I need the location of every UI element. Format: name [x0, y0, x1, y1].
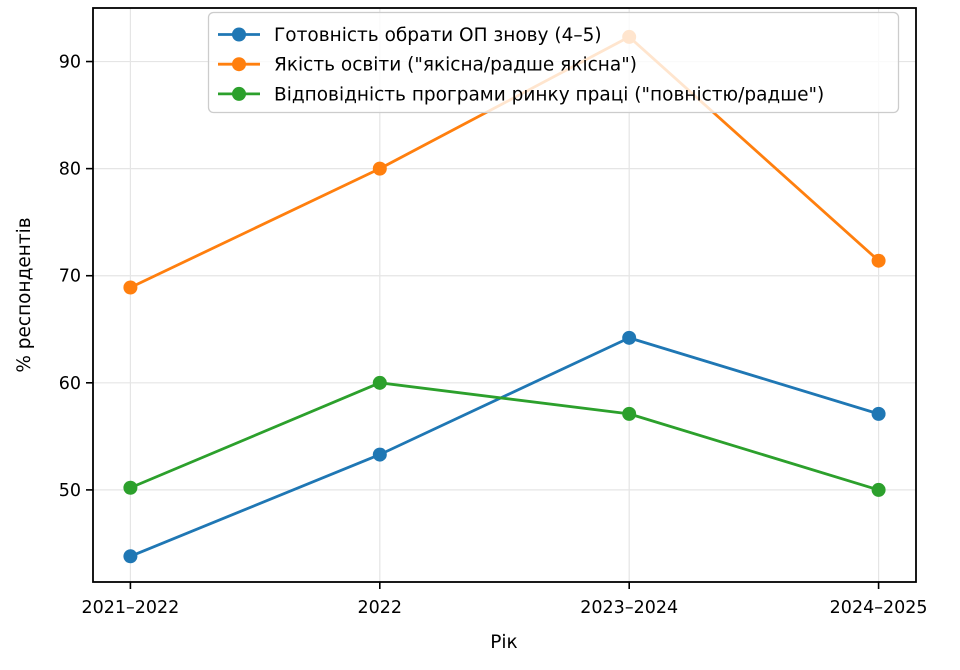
- y-tick-label: 90: [59, 53, 81, 73]
- data-point-marker: [372, 161, 387, 176]
- legend-marker-icon: [232, 27, 246, 42]
- data-point-marker: [871, 406, 886, 421]
- data-point-marker: [123, 549, 138, 564]
- y-tick-label: 50: [59, 481, 81, 501]
- legend-marker-icon: [232, 57, 246, 72]
- series-line-0: [129, 336, 880, 558]
- legend-label: Якість освіти ("якісна/радше якісна"): [274, 55, 637, 76]
- legend-box: [207, 11, 900, 114]
- x-tick-label: 2022: [358, 598, 403, 618]
- legend-entry: Готовність обрати ОП знову (4–5): [218, 25, 602, 46]
- data-point-marker: [123, 480, 138, 495]
- series-line-2: [129, 381, 880, 492]
- x-axis-title: Рік: [490, 632, 517, 653]
- data-point-marker: [871, 253, 886, 268]
- legend-entry: Відповідність програми ринку праці ("пов…: [218, 84, 824, 105]
- data-point-marker: [123, 280, 138, 295]
- y-axis-title: % респондентів: [14, 217, 35, 372]
- plot-border: [92, 7, 917, 583]
- data-point-marker: [871, 482, 886, 497]
- data-point-marker: [622, 330, 637, 345]
- x-tick-label: 2023–2024: [580, 598, 678, 618]
- x-tick-label: 2024–2025: [830, 598, 928, 618]
- y-tick-label: 60: [59, 374, 81, 394]
- x-tick-label: 2021–2022: [81, 598, 179, 618]
- data-point-marker: [372, 447, 387, 462]
- legend-marker-icon: [232, 86, 246, 101]
- data-point-marker: [622, 406, 637, 421]
- legend-label: Відповідність програми ринку праці ("пов…: [274, 84, 824, 105]
- legend-entry: Якість освіти ("якісна/радше якісна"): [218, 55, 637, 76]
- data-point-marker: [372, 375, 387, 390]
- y-tick-label: 80: [59, 160, 81, 180]
- legend-label: Готовність обрати ОП знову (4–5): [274, 25, 602, 46]
- y-tick-label: 70: [59, 267, 81, 287]
